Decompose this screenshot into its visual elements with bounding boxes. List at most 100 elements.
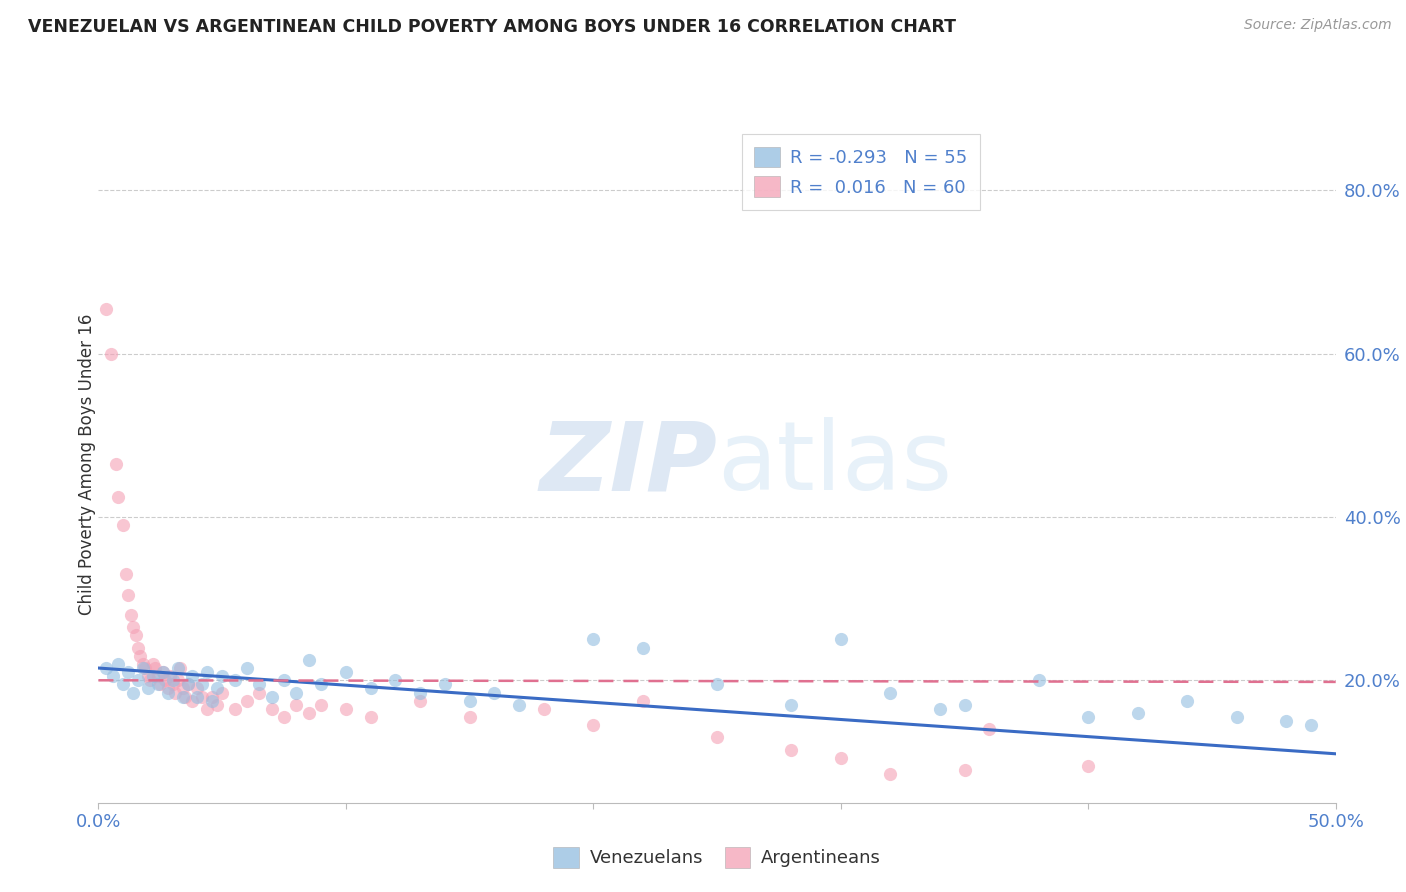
Point xyxy=(162,673,184,688)
Point xyxy=(120,607,142,622)
Point xyxy=(104,457,127,471)
Point xyxy=(129,648,152,663)
Point xyxy=(706,677,728,691)
Point xyxy=(631,694,654,708)
Point xyxy=(211,669,233,683)
Point xyxy=(928,702,950,716)
Point xyxy=(127,640,149,655)
Point xyxy=(879,685,901,699)
Point xyxy=(117,588,139,602)
Point xyxy=(1028,673,1050,688)
Point xyxy=(142,669,165,683)
Point xyxy=(458,710,481,724)
Point xyxy=(94,301,117,316)
Point xyxy=(953,763,976,777)
Point xyxy=(127,673,149,688)
Point xyxy=(979,723,1001,737)
Point xyxy=(103,669,125,683)
Point xyxy=(335,702,357,716)
Point xyxy=(360,710,382,724)
Point xyxy=(484,685,506,699)
Point xyxy=(205,681,228,696)
Point xyxy=(1077,710,1099,724)
Point xyxy=(143,661,166,675)
Point xyxy=(169,661,191,675)
Point xyxy=(224,673,246,688)
Point xyxy=(186,681,208,696)
Point xyxy=(260,690,283,704)
Point xyxy=(1175,694,1198,708)
Point xyxy=(780,742,803,756)
Point xyxy=(152,665,174,679)
Text: atlas: atlas xyxy=(717,417,952,510)
Text: Source: ZipAtlas.com: Source: ZipAtlas.com xyxy=(1244,18,1392,32)
Point xyxy=(94,661,117,675)
Point xyxy=(107,657,129,671)
Point xyxy=(582,632,605,647)
Point xyxy=(247,685,270,699)
Point xyxy=(162,677,184,691)
Point xyxy=(112,518,135,533)
Point xyxy=(172,681,194,696)
Point xyxy=(134,661,156,675)
Point xyxy=(830,632,852,647)
Point xyxy=(176,677,198,691)
Point xyxy=(360,681,382,696)
Point xyxy=(247,677,270,691)
Point xyxy=(132,661,155,675)
Point xyxy=(159,669,181,683)
Point xyxy=(146,669,169,683)
Point xyxy=(122,685,145,699)
Point xyxy=(132,657,155,671)
Point xyxy=(172,690,194,704)
Point xyxy=(174,690,197,704)
Point xyxy=(273,710,295,724)
Point xyxy=(879,767,901,781)
Point xyxy=(1275,714,1298,728)
Point xyxy=(156,685,179,699)
Point xyxy=(186,690,208,704)
Point xyxy=(211,685,233,699)
Point xyxy=(114,567,136,582)
Point xyxy=(273,673,295,688)
Point xyxy=(298,706,321,720)
Point xyxy=(409,685,432,699)
Point xyxy=(155,673,177,688)
Legend: Venezuelans, Argentineans: Venezuelans, Argentineans xyxy=(546,840,889,875)
Point xyxy=(433,677,456,691)
Point xyxy=(582,718,605,732)
Point xyxy=(152,665,174,679)
Point xyxy=(136,681,159,696)
Point xyxy=(166,661,188,675)
Point xyxy=(166,673,188,688)
Point xyxy=(205,698,228,712)
Point xyxy=(533,702,555,716)
Point xyxy=(458,694,481,708)
Point xyxy=(1126,706,1149,720)
Point xyxy=(195,702,218,716)
Point xyxy=(1077,759,1099,773)
Point xyxy=(309,698,332,712)
Point xyxy=(136,669,159,683)
Point xyxy=(142,657,165,671)
Point xyxy=(191,677,214,691)
Point xyxy=(830,751,852,765)
Point xyxy=(146,677,169,691)
Point xyxy=(631,640,654,655)
Point xyxy=(201,690,224,704)
Point xyxy=(384,673,406,688)
Point xyxy=(176,677,198,691)
Point xyxy=(195,665,218,679)
Point xyxy=(236,661,259,675)
Point xyxy=(181,694,204,708)
Point xyxy=(124,628,146,642)
Point xyxy=(156,681,179,696)
Point xyxy=(112,677,135,691)
Point xyxy=(1226,710,1249,724)
Point xyxy=(107,490,129,504)
Point xyxy=(285,685,308,699)
Point xyxy=(165,685,187,699)
Point xyxy=(706,731,728,745)
Point xyxy=(236,694,259,708)
Point xyxy=(181,669,204,683)
